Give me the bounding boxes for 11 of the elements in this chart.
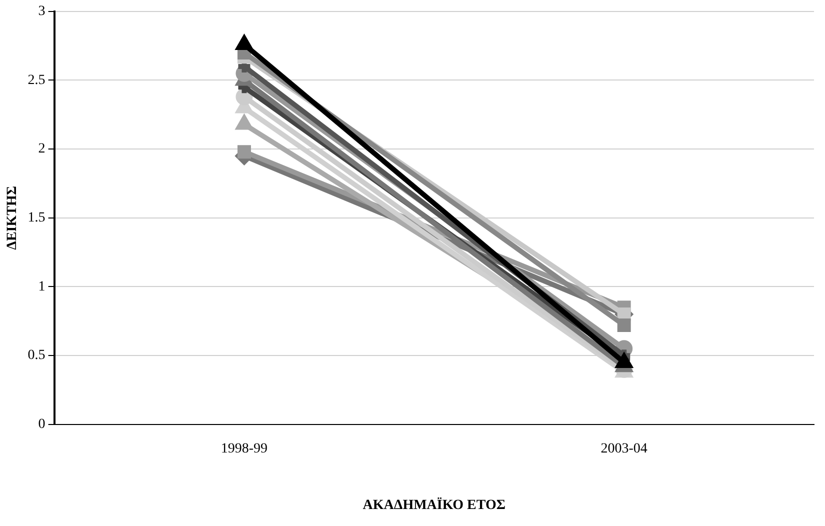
x-tick-label: 1998-99 xyxy=(220,441,268,456)
y-axis-title: ΔΕΙΚΤΗΣ xyxy=(5,186,20,250)
y-tick-label: 3 xyxy=(38,4,46,20)
y-tick-label: 2.5 xyxy=(28,72,46,88)
y-tick-label: 0 xyxy=(38,417,46,432)
y-tick-label: 1.5 xyxy=(28,210,46,226)
y-tick-label: 2 xyxy=(38,142,46,157)
x-axis-title: ΑΚΑΔΗΜΑΪΚΟ ΕΤΟΣ xyxy=(362,497,506,514)
x-tick-label: 2003-04 xyxy=(600,441,648,456)
y-tick-label: 1 xyxy=(38,279,46,294)
y-tick-label: 0.5 xyxy=(28,348,46,364)
